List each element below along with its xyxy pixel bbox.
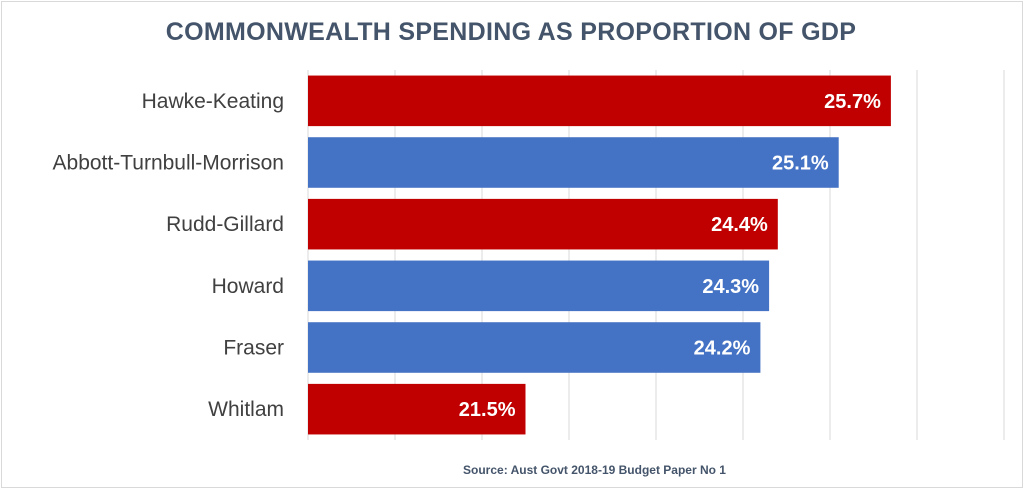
bar [308, 322, 761, 373]
category-label: Howard [212, 275, 284, 298]
category-label: Abbott-Turnbull-Morrison [53, 152, 284, 175]
bar [308, 260, 770, 312]
category-label: Rudd-Gillard [166, 213, 284, 236]
data-label: 21.5% [459, 399, 516, 421]
data-label: 24.2% [694, 338, 751, 360]
data-label: 25.7% [824, 91, 881, 113]
bar [308, 383, 526, 435]
category-label: Fraser [223, 337, 284, 360]
chart-source: Source: Aust Govt 2018-19 Budget Paper N… [463, 463, 726, 477]
category-label: Whitlam [208, 398, 284, 421]
data-label: 24.4% [711, 214, 768, 236]
category-label: Hawke-Keating [142, 90, 284, 113]
data-label: 24.3% [702, 276, 759, 298]
data-label: 25.1% [772, 153, 829, 175]
bar [308, 198, 778, 250]
chart-title: COMMONWEALTH SPENDING AS PROPORTION OF G… [165, 18, 857, 46]
bar [308, 75, 891, 127]
bar [308, 137, 839, 188]
